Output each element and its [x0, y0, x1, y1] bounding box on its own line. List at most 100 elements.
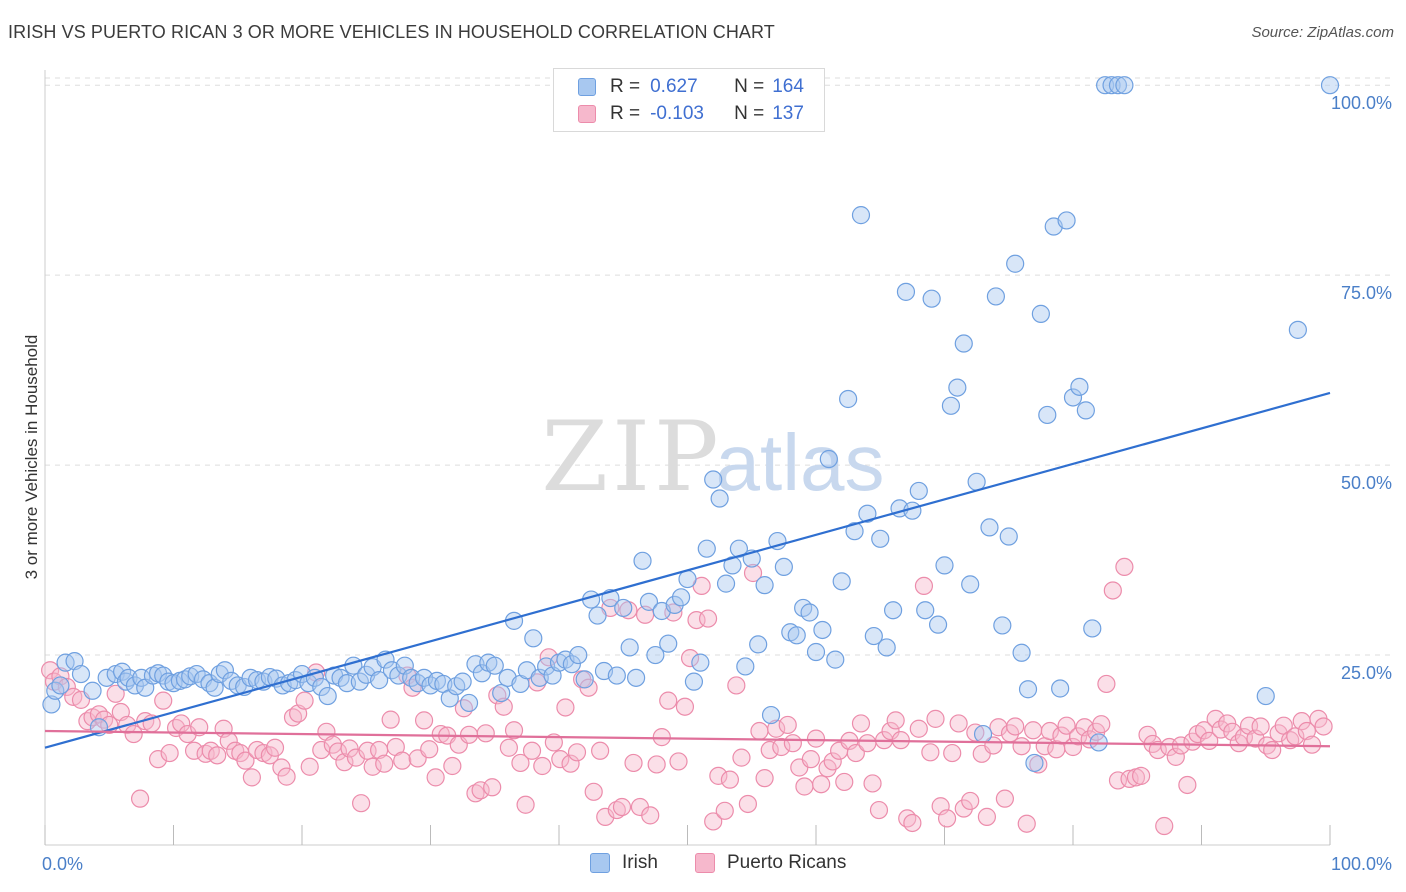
data-point-irish	[1076, 401, 1095, 420]
y-tick-label: 50.0%	[1341, 473, 1392, 493]
data-point-puerto-rican	[1120, 769, 1139, 788]
data-point-puerto-rican	[466, 784, 485, 803]
data-point-irish	[877, 638, 896, 657]
data-point-irish	[1012, 643, 1031, 662]
data-point-puerto-rican	[1178, 775, 1197, 795]
bottom-legend-label-puerto-ricans: Puerto Ricans	[727, 852, 847, 873]
data-point-irish	[1031, 304, 1050, 323]
legend-n-label: N =	[734, 103, 765, 124]
data-point-irish	[459, 693, 479, 713]
data-point-puerto-rican	[954, 799, 973, 818]
data-point-puerto-rican	[340, 739, 359, 758]
data-point-puerto-rican	[823, 752, 842, 771]
legend-row-irish: R = 0.627 N = 164	[554, 74, 804, 100]
data-point-puerto-rican	[732, 748, 751, 767]
data-point-puerto-rican	[624, 753, 643, 773]
data-point-irish	[1070, 377, 1089, 396]
data-point-irish	[986, 287, 1006, 306]
axes	[44, 70, 1331, 846]
data-point-puerto-rican	[551, 750, 570, 769]
data-point-irish	[858, 504, 877, 523]
y-tick-label: 100.0%	[1331, 93, 1392, 113]
data-point-puerto-rican	[57, 677, 76, 697]
data-point-puerto-rican	[1166, 747, 1185, 766]
data-point-puerto-rican	[698, 609, 718, 628]
data-point-puerto-rican	[454, 699, 474, 718]
legend-n-value: 164	[772, 76, 804, 97]
data-point-puerto-rican	[943, 743, 962, 763]
gridlines	[45, 77, 1395, 656]
data-point-puerto-rican	[160, 743, 179, 763]
data-point-puerto-rican	[755, 769, 774, 788]
data-point-irish	[1025, 753, 1044, 773]
data-point-puerto-rican	[881, 721, 900, 741]
legend-r-label: R =	[610, 103, 641, 124]
data-point-irish	[175, 670, 195, 689]
data-point-puerto-rican	[1160, 737, 1179, 757]
data-point-irish	[83, 681, 102, 700]
data-point-puerto-rican	[846, 743, 865, 763]
data-point-irish	[215, 661, 234, 680]
data-point-puerto-rican	[106, 684, 125, 703]
data-point-puerto-rican	[1006, 717, 1025, 736]
data-point-puerto-rican	[1115, 557, 1134, 577]
data-point-irish	[909, 481, 928, 501]
data-point-irish	[954, 334, 973, 353]
data-point-irish	[42, 695, 61, 714]
trend-line-irish	[44, 391, 1331, 749]
bottom-legend-swatch-irish	[590, 853, 610, 873]
data-point-puerto-rican	[190, 718, 209, 737]
data-point-puerto-rican	[1097, 674, 1116, 694]
data-point-irish	[46, 681, 65, 700]
data-point-irish	[832, 572, 851, 591]
data-point-irish	[205, 678, 224, 697]
data-point-puerto-rican	[652, 728, 671, 747]
data-point-irish	[575, 670, 594, 689]
data-point-irish	[639, 592, 659, 611]
data-point-puerto-rican	[1024, 721, 1043, 740]
data-point-irish	[132, 668, 151, 687]
data-point-irish	[961, 575, 980, 594]
data-point-puerto-rican	[375, 754, 394, 773]
data-point-irish	[626, 668, 646, 687]
data-point-irish	[562, 655, 581, 674]
data-point-puerto-rican	[720, 770, 740, 789]
data-point-irish	[819, 449, 838, 469]
data-point-irish	[1006, 254, 1025, 273]
data-point-puerto-rican	[783, 734, 802, 753]
data-point-puerto-rican	[1132, 766, 1151, 785]
trend-line-puerto-ricans	[44, 729, 1331, 748]
data-point-irish	[826, 650, 845, 669]
data-point-puerto-rican	[196, 744, 215, 763]
data-point-irish	[973, 724, 993, 744]
data-point-irish	[659, 634, 678, 653]
series-puerto-ricans-points	[41, 557, 1333, 836]
data-point-irish	[1108, 76, 1128, 95]
data-point-irish	[948, 378, 967, 397]
data-point-irish	[588, 606, 607, 625]
legend-r-value: -0.103	[650, 103, 704, 124]
bottom-legend-label-irish: Irish	[622, 852, 658, 873]
data-point-irish	[993, 616, 1012, 635]
data-point-irish	[1320, 76, 1340, 95]
data-point-irish	[119, 668, 138, 687]
data-point-irish	[51, 676, 70, 695]
data-point-irish	[524, 629, 543, 648]
data-point-irish	[1051, 679, 1070, 698]
data-point-puerto-rican	[914, 576, 934, 596]
data-point-irish	[922, 289, 941, 308]
data-point-irish	[312, 677, 331, 697]
data-point-irish	[607, 666, 626, 685]
data-point-puerto-rican	[727, 676, 746, 695]
data-point-puerto-rican	[607, 800, 626, 820]
data-point-puerto-rican	[1155, 816, 1174, 836]
data-point-irish	[999, 527, 1018, 546]
source-label: Source: ZipAtlas.com	[1251, 24, 1394, 41]
data-point-irish	[761, 705, 781, 725]
data-point-puerto-rican	[687, 610, 706, 630]
data-point-puerto-rican	[977, 807, 997, 826]
data-point-puerto-rican	[561, 754, 580, 773]
data-point-irish	[614, 598, 633, 618]
data-point-puerto-rican	[335, 753, 354, 772]
legend-swatch-irish	[578, 78, 596, 96]
